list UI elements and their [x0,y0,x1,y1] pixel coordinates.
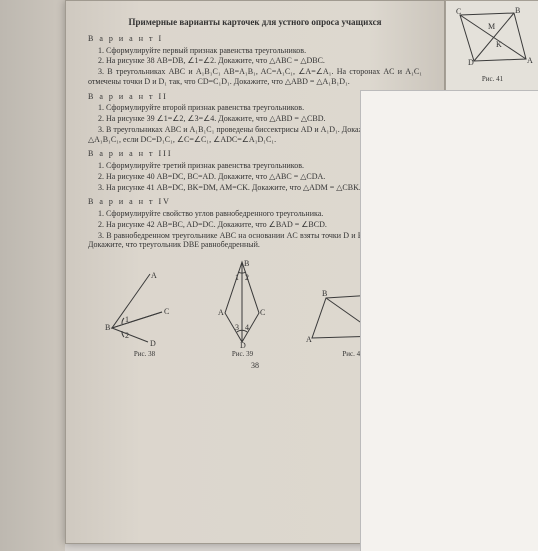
fig41-caption: Рис. 41 [446,75,538,83]
angle-3: 3 [235,323,239,332]
label-C: C [260,308,265,317]
angle-1: 1 [125,315,129,324]
label-K: K [496,40,502,49]
label-A: A [218,308,224,317]
angle-4: 4 [245,323,249,332]
label-A: A [306,335,312,344]
task: 2. На рисунке 38 AB=DB, ∠1=∠2. Докажите,… [88,56,422,66]
label-B: B [105,323,110,332]
variant-title-1: В а р и а н т I [88,34,422,44]
label-C: C [164,307,169,316]
label-D: D [150,339,156,348]
label-B: B [515,6,520,15]
angle-2: 2 [125,331,129,340]
task: 1. Сформулируйте первый признак равенств… [88,46,422,56]
label-D: D [468,58,474,67]
angle-2: 2 [245,273,249,282]
fig38-caption: Рис. 38 [102,350,187,359]
page-heading: Примерные варианты карточек для устного … [88,17,422,28]
label-B: B [244,259,249,268]
label-A: A [151,271,157,280]
figure-38: A B C D 1 2 Рис. 38 [102,270,187,359]
label-B: B [322,289,327,298]
right-page-top: C B A D M K Рис. 41 [445,0,538,92]
fig39-caption: Рис. 39 [215,350,270,359]
angle-1: 1 [235,273,239,282]
label-M: M [488,22,495,31]
right-blank-page [360,90,538,551]
label-A: A [527,56,533,65]
figure-39: B A C D 1 2 3 4 Рис. 39 [215,258,270,359]
task: 3. В треугольниках ABC и A₁B₁C₁ AB=A₁B₁,… [88,67,422,87]
book-spine-shadow [0,0,65,551]
label-C: C [456,7,461,16]
label-D: D [240,341,246,348]
